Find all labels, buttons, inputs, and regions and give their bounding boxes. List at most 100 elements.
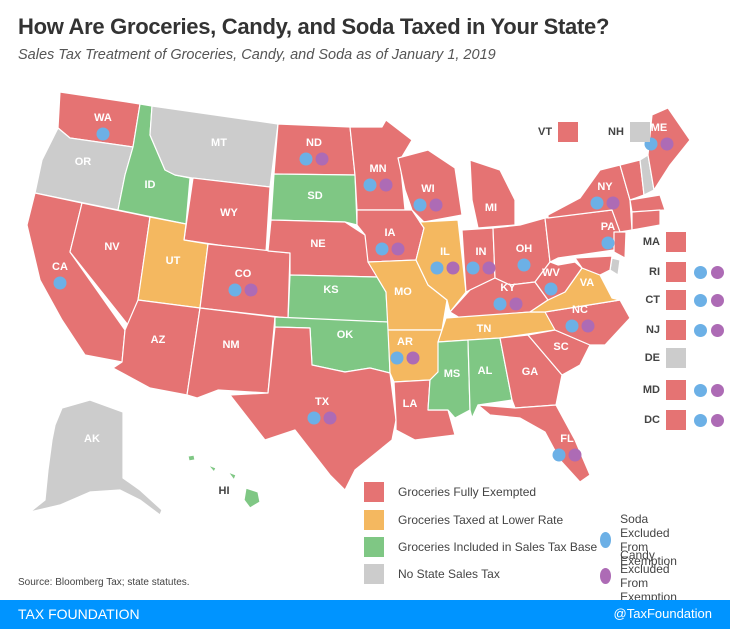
state-label-ks: KS	[323, 284, 338, 296]
callout-label: MD	[642, 384, 660, 396]
callout-vt[interactable]: VT	[538, 122, 579, 142]
chart-subtitle: Sales Tax Treatment of Groceries, Candy,…	[18, 47, 496, 63]
candy-dot-icon	[244, 283, 258, 297]
callout-ri[interactable]: RI	[620, 262, 728, 282]
state-label-nc: NC	[572, 304, 588, 316]
state-SC[interactable]	[527, 329, 591, 376]
legend-item-included: Groceries Included in Sales Tax Base	[364, 537, 597, 557]
legend-label-line2: From Exemption	[620, 540, 677, 568]
state-label-il: IL	[440, 246, 450, 258]
callout-nh[interactable]: NH	[608, 122, 650, 142]
state-MA-map[interactable]	[629, 194, 666, 213]
soda-dot-icon	[694, 265, 707, 279]
state-label-tx: TX	[315, 396, 330, 408]
candy-dot-icon	[429, 198, 443, 212]
callout-ma[interactable]: MA	[620, 232, 694, 252]
legend-swatch	[364, 482, 384, 502]
soda-dot-icon	[53, 276, 67, 290]
legend-item-candy: Candy Excluded From Exemption	[600, 548, 682, 604]
state-label-sd: SD	[307, 190, 322, 202]
state-label-al: AL	[478, 365, 493, 377]
state-SD[interactable]	[270, 173, 358, 226]
state-NM[interactable]	[186, 307, 276, 399]
state-AK[interactable]	[29, 399, 163, 516]
state-FL[interactable]	[477, 404, 591, 483]
state-CO[interactable]	[199, 243, 291, 319]
soda-dot-icon	[307, 411, 321, 425]
state-KS[interactable]	[287, 274, 389, 323]
callout-label: DC	[644, 414, 660, 426]
state-label-ak: AK	[84, 433, 100, 445]
state-NY[interactable]	[547, 164, 633, 233]
soda-dot-icon	[590, 196, 604, 210]
legend-label: Groceries Fully Exempted	[398, 485, 537, 499]
callout-de[interactable]: DE	[620, 348, 694, 368]
state-MD-map[interactable]	[574, 255, 613, 276]
callout-ct[interactable]: CT	[620, 290, 728, 310]
state-label-co: CO	[235, 268, 252, 280]
state-HI[interactable]	[187, 454, 261, 509]
state-label-ok: OK	[337, 329, 354, 341]
callout-label: DE	[644, 352, 660, 364]
callout-dc[interactable]: DC	[620, 410, 728, 430]
state-PA[interactable]	[544, 209, 621, 263]
footer-handle[interactable]: @TaxFoundation	[613, 606, 712, 621]
state-label-mo: MO	[394, 286, 412, 298]
state-label-ar: AR	[397, 336, 413, 348]
legend-item-fully-exempted: Groceries Fully Exempted	[364, 482, 536, 502]
state-TX[interactable]	[229, 326, 397, 491]
state-label-hi: HI	[219, 485, 230, 497]
callout-nj[interactable]: NJ	[620, 320, 728, 340]
state-label-ne: NE	[310, 238, 325, 250]
candy-dot-icon	[482, 261, 496, 275]
candy-dot-icon	[446, 261, 460, 275]
soda-dot-icon	[544, 282, 558, 296]
soda-dot-icon	[413, 198, 427, 212]
soda-dot-icon	[694, 413, 707, 427]
callout-swatch	[666, 348, 686, 368]
state-label-fl: FL	[560, 433, 574, 445]
state-label-wi: WI	[421, 183, 434, 195]
callout-label: CT	[645, 294, 660, 306]
footer-bar: TAX FOUNDATION @TaxFoundation	[0, 600, 730, 629]
callout-label: NH	[608, 126, 624, 138]
callout-swatch	[666, 410, 686, 430]
legend-label: Groceries Taxed at Lower Rate	[398, 513, 564, 527]
legend-label: Groceries Included in Sales Tax Base	[398, 540, 598, 554]
state-label-la: LA	[403, 398, 418, 410]
callout-swatch	[666, 290, 686, 310]
state-label-wy: WY	[220, 207, 238, 219]
candy-dot-icon	[711, 265, 724, 279]
candy-dot-icon	[711, 293, 724, 307]
callout-swatch	[666, 320, 686, 340]
legend-item-lower-rate: Groceries Taxed at Lower Rate	[364, 510, 563, 530]
footer-brand[interactable]: TAX FOUNDATION	[18, 606, 140, 622]
state-label-tn: TN	[477, 323, 492, 335]
candy-dot-icon	[606, 196, 620, 210]
callout-swatch	[629, 122, 650, 142]
callout-label: MA	[642, 236, 660, 248]
state-label-nv: NV	[104, 241, 120, 253]
state-MI[interactable]	[469, 159, 516, 229]
soda-dot-icon	[430, 261, 444, 275]
soda-dot-icon	[565, 319, 579, 333]
candy-dot-icon	[315, 152, 329, 166]
state-CT-RI-map[interactable]	[631, 209, 661, 231]
callout-md[interactable]: MD	[620, 380, 728, 400]
state-label-mt: MT	[211, 137, 227, 149]
chart-title: How Are Groceries, Candy, and Soda Taxed…	[18, 14, 610, 39]
soda-dot-icon	[694, 293, 707, 307]
callout-swatch	[558, 122, 579, 142]
legend-swatch	[364, 510, 384, 530]
callout-swatch	[666, 232, 686, 252]
state-label-nm: NM	[222, 339, 239, 351]
legend-item-no-sales-tax: No State Sales Tax	[364, 564, 500, 584]
state-ND[interactable]	[273, 123, 356, 176]
state-label-va: VA	[580, 277, 595, 289]
candy-dot-icon	[711, 323, 724, 337]
soda-dot-icon	[375, 242, 389, 256]
state-label-nd: ND	[306, 137, 322, 149]
legend-swatch	[364, 564, 384, 584]
state-label-ia: IA	[385, 227, 396, 239]
candy-dot-icon	[581, 319, 595, 333]
